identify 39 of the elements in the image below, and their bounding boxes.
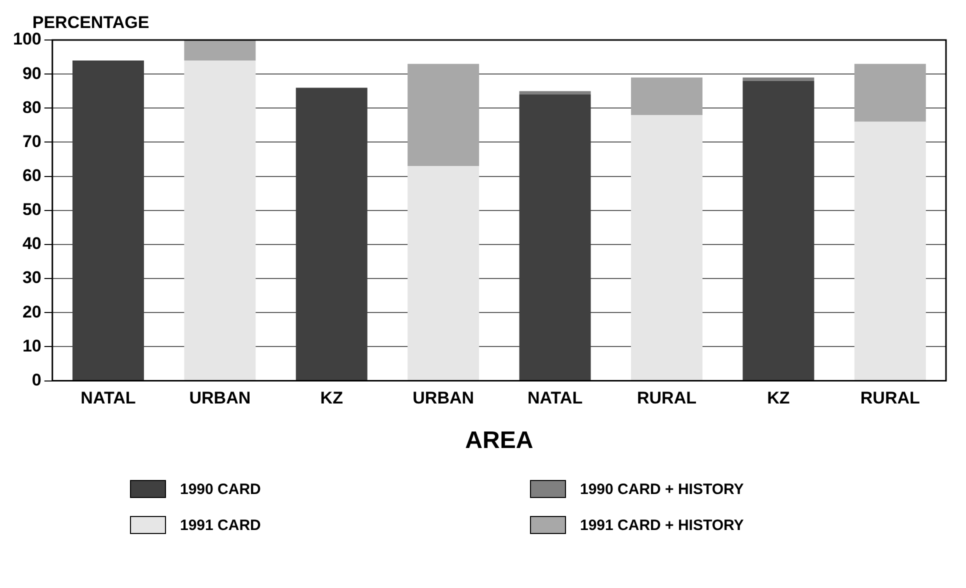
y-tick-label: 10 (22, 336, 42, 356)
bar (408, 166, 480, 380)
x-tick-label: URBAN (189, 388, 251, 408)
x-tick-label: KZ (767, 388, 790, 408)
y-tick-label: 90 (22, 64, 42, 83)
y-tick-label: 30 (22, 268, 42, 288)
y-tick-label: 20 (22, 302, 42, 322)
legend-label: 1990 CARD + HISTORY (580, 480, 744, 498)
bar (742, 77, 814, 81)
y-tick-label: 0 (32, 370, 42, 390)
x-tick-label: RURAL (860, 388, 920, 408)
bar (630, 114, 702, 380)
bar (408, 64, 480, 166)
x-tick-label: URBAN (412, 388, 474, 408)
bar (742, 80, 814, 380)
x-axis-title: AREA (465, 427, 534, 454)
bar (519, 91, 591, 95)
y-axis-title: PERCENTAGE (32, 13, 150, 32)
bar (296, 88, 368, 380)
x-tick-label: NATAL (527, 388, 583, 408)
bar (72, 60, 144, 380)
y-tick-label: 70 (22, 132, 42, 151)
y-tick-label: 40 (22, 234, 42, 254)
y-tick-label: 60 (22, 166, 42, 186)
y-tick-label: 50 (22, 200, 42, 220)
bar (630, 77, 702, 115)
bar (184, 60, 256, 380)
x-tick-label: RURAL (636, 388, 696, 408)
y-tick-label: 80 (22, 98, 42, 117)
bar (854, 64, 926, 122)
legend-label: 1991 CARD + HISTORY (580, 516, 744, 534)
y-tick-label: 100 (12, 30, 42, 49)
bar (519, 94, 591, 380)
legend-label: 1991 CARD (180, 516, 261, 534)
x-tick-label: NATAL (80, 388, 136, 408)
bar (854, 122, 926, 380)
x-tick-label: KZ (320, 388, 343, 408)
legend-label: 1990 CARD (180, 480, 261, 498)
bar (184, 40, 256, 60)
